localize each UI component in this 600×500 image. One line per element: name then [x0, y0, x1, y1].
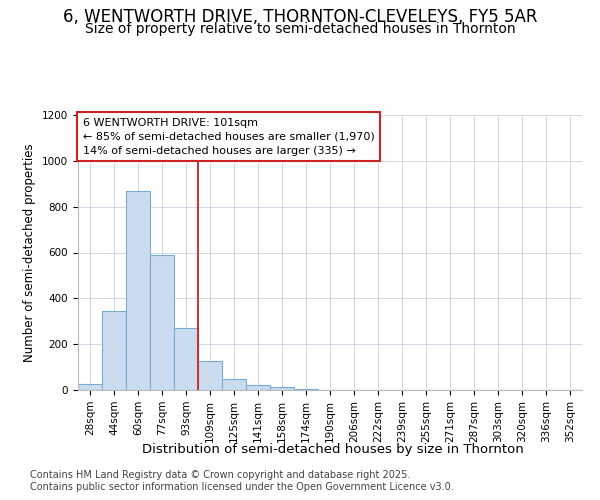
- Text: Contains public sector information licensed under the Open Government Licence v3: Contains public sector information licen…: [30, 482, 454, 492]
- Bar: [198, 362, 222, 390]
- Bar: [78, 384, 102, 390]
- Bar: [150, 255, 174, 390]
- Bar: [222, 378, 246, 390]
- Bar: [246, 386, 270, 390]
- Text: Contains HM Land Registry data © Crown copyright and database right 2025.: Contains HM Land Registry data © Crown c…: [30, 470, 410, 480]
- Y-axis label: Number of semi-detached properties: Number of semi-detached properties: [23, 143, 37, 362]
- Text: 6, WENTWORTH DRIVE, THORNTON-CLEVELEYS, FY5 5AR: 6, WENTWORTH DRIVE, THORNTON-CLEVELEYS, …: [63, 8, 537, 26]
- Text: Distribution of semi-detached houses by size in Thornton: Distribution of semi-detached houses by …: [142, 442, 524, 456]
- Text: Size of property relative to semi-detached houses in Thornton: Size of property relative to semi-detach…: [85, 22, 515, 36]
- Bar: [174, 328, 198, 390]
- Bar: [294, 389, 318, 390]
- Bar: [270, 387, 294, 390]
- Bar: [126, 190, 150, 390]
- Text: 6 WENTWORTH DRIVE: 101sqm
← 85% of semi-detached houses are smaller (1,970)
14% : 6 WENTWORTH DRIVE: 101sqm ← 85% of semi-…: [83, 118, 375, 156]
- Bar: [102, 311, 126, 390]
